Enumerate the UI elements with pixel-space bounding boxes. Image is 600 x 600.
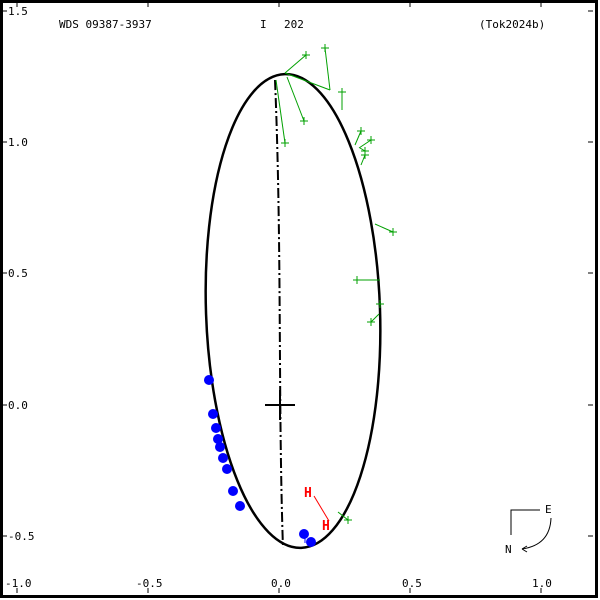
y-tick-label: 0.0 xyxy=(8,399,28,412)
visual-measures xyxy=(275,44,397,524)
x-tick-label: -0.5 xyxy=(136,577,163,590)
line-of-nodes xyxy=(274,79,284,549)
hipparcos-h-marker: H xyxy=(304,486,312,501)
y-tick-label: 0.5 xyxy=(8,267,28,280)
y-tick-label: 1.5 xyxy=(8,5,28,18)
compass-rose xyxy=(510,509,552,553)
y-tick-label: 1.0 xyxy=(8,136,28,149)
hipparcos-measures: H H xyxy=(304,486,330,534)
compass-east-label: E xyxy=(545,503,552,516)
y-axis-ticks xyxy=(2,10,593,537)
x-tick-label: 0.0 xyxy=(271,577,291,590)
system-name: WDS 09387-3937 xyxy=(59,18,152,31)
orbit-ellipse xyxy=(204,72,382,550)
x-tick-label: 0.5 xyxy=(402,577,422,590)
x-tick-label: 1.0 xyxy=(532,577,552,590)
compass-north-label: N xyxy=(505,543,512,556)
y-tick-label: -0.5 xyxy=(8,530,35,543)
primary-star-marker xyxy=(265,390,295,420)
x-tick-label: -1.0 xyxy=(5,577,32,590)
speckle-measures xyxy=(204,375,316,547)
orbit-grade: I xyxy=(260,18,267,31)
orbit-reference: (Tok2024b) xyxy=(479,18,545,31)
x-axis-ticks xyxy=(16,2,542,593)
hipparcos-h-marker: H xyxy=(322,519,330,534)
orbit-grade-value: 202 xyxy=(284,18,304,31)
